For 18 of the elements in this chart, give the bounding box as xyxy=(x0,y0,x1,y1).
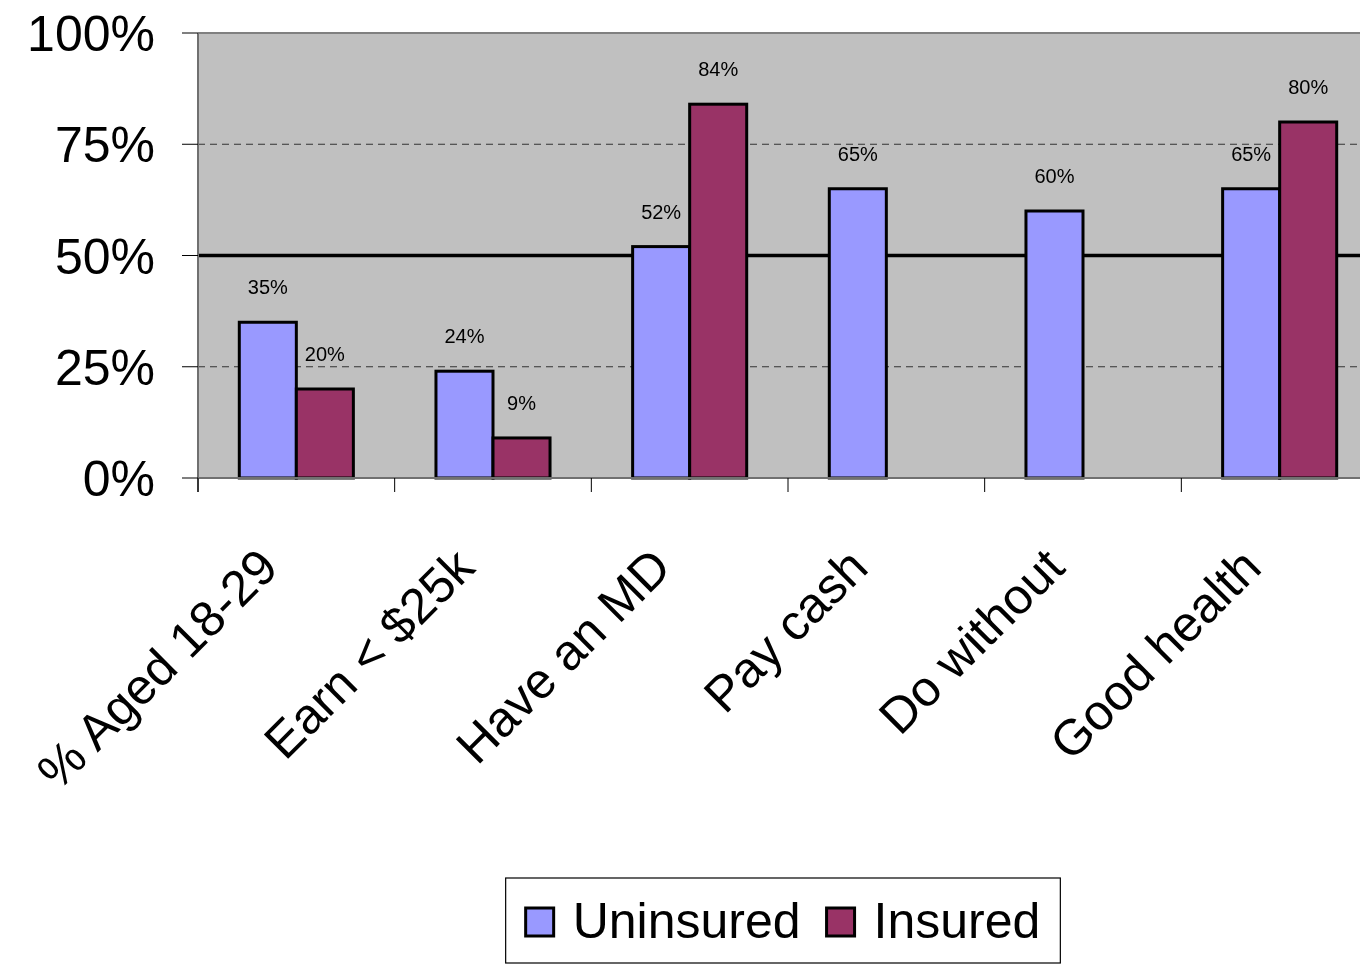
y-tick-label: 100% xyxy=(27,6,155,62)
legend-label: Uninsured xyxy=(572,893,801,949)
y-tick-label: 0% xyxy=(82,451,155,507)
y-tick-label: 50% xyxy=(54,228,155,285)
data-label: 52% xyxy=(641,200,682,223)
data-label: 84% xyxy=(698,58,739,81)
data-label: 20% xyxy=(304,343,346,365)
data-label: 9% xyxy=(507,391,537,414)
data-label: 80% xyxy=(1288,76,1329,98)
y-tick-label: 75% xyxy=(54,117,155,174)
data-label: 24% xyxy=(444,325,485,348)
data-label: 65% xyxy=(1231,142,1272,165)
legend-label: Insured xyxy=(873,893,1041,949)
data-label: 35% xyxy=(247,276,289,299)
data-label: 60% xyxy=(1034,165,1075,187)
y-tick-label: 25% xyxy=(54,339,155,396)
data-label: 65% xyxy=(837,142,879,165)
x-tick-label: Pay cash xyxy=(693,538,879,724)
